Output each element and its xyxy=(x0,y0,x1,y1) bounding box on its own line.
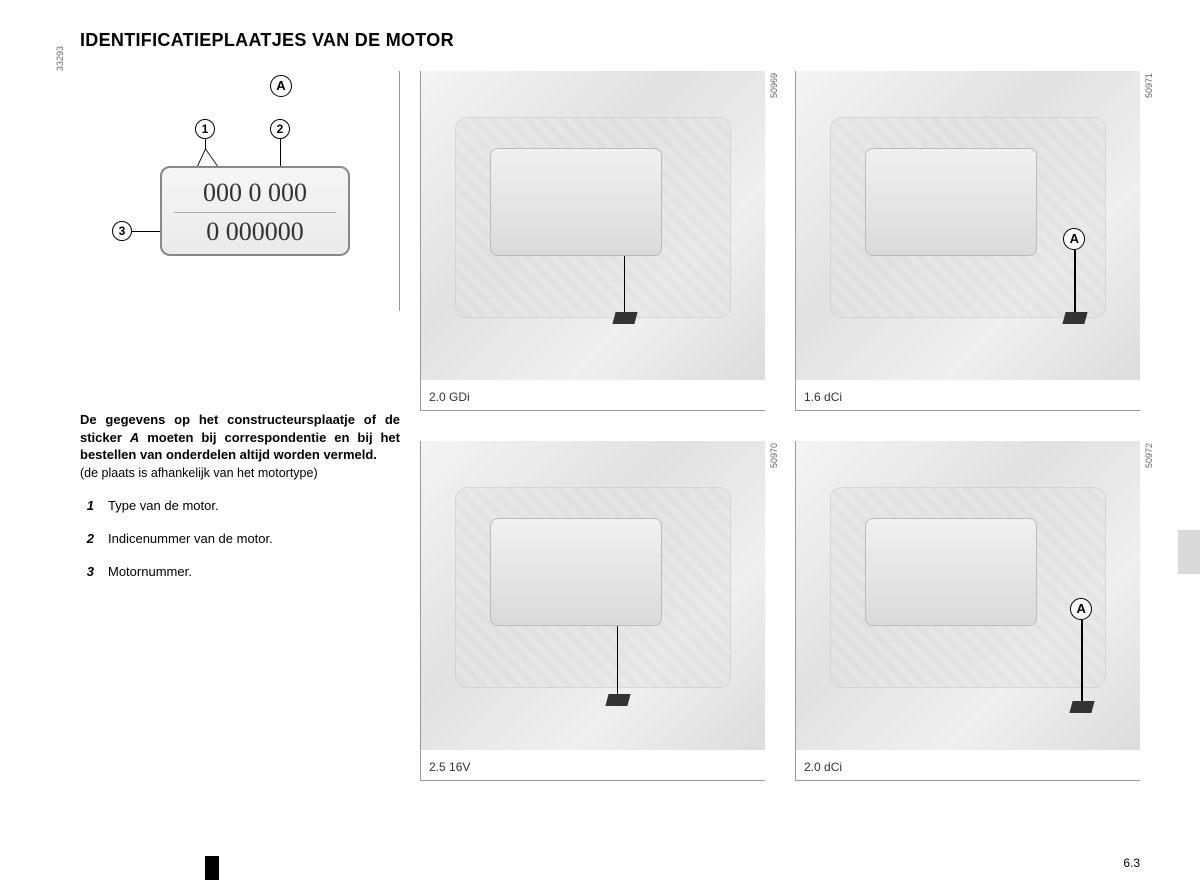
legend-num: 3 xyxy=(80,564,94,579)
engine-drawing: A xyxy=(421,71,765,380)
engine-drawing: A xyxy=(796,441,1140,750)
legend-num: 1 xyxy=(80,498,94,513)
plate-box: 000 0 000 0 000000 xyxy=(160,166,350,256)
legend-item: 2 Indicenummer van de motor. xyxy=(80,531,400,546)
callout-1: 1 xyxy=(195,119,215,139)
plate-diagram: 33293 A 1 2 3 000 0 000 0 000000 xyxy=(80,71,400,311)
engine-caption: 2.5 16V xyxy=(429,760,470,774)
engine-grid: 50969A2.0 GDi50971A1.6 dCi50970A2.5 16V5… xyxy=(420,71,1140,781)
legend-item: 1 Type van de motor. xyxy=(80,498,400,513)
legend-text: Motornummer. xyxy=(108,564,192,579)
footer-mark xyxy=(205,856,219,880)
engine-callout-a: A xyxy=(1070,598,1092,620)
engine-callout-a: A xyxy=(606,598,628,620)
engine-callout-a: A xyxy=(613,228,635,250)
callout-3: 3 xyxy=(112,221,132,241)
engine-callout-a: A xyxy=(1063,228,1085,250)
engine-drawing: A xyxy=(796,71,1140,380)
thumb-tab xyxy=(1178,530,1200,574)
legend-item: 3 Motornummer. xyxy=(80,564,400,579)
engine-drawing: A xyxy=(421,441,765,750)
left-column: 33293 A 1 2 3 000 0 000 0 000000 De gege… xyxy=(80,71,400,781)
marker-leader-line xyxy=(624,250,626,312)
plate-line-2: 0 000000 xyxy=(162,215,348,249)
plate-location-marker xyxy=(1070,701,1095,713)
legend-text: Indicenummer van de motor. xyxy=(108,531,273,546)
content-row: 33293 A 1 2 3 000 0 000 0 000000 De gege… xyxy=(80,71,1140,781)
plate-location-marker xyxy=(612,312,637,324)
page-title: IDENTIFICATIEPLAATJES VAN DE MOTOR xyxy=(80,30,1140,51)
engine-figure: 50970A2.5 16V xyxy=(420,441,765,781)
engine-image-id: 50972 xyxy=(1144,443,1154,468)
marker-leader-line xyxy=(617,620,619,694)
engine-figure: 50972A2.0 dCi xyxy=(795,441,1140,781)
diagram-image-id: 33293 xyxy=(55,46,65,71)
plate-location-marker xyxy=(1063,312,1088,324)
marker-leader-line xyxy=(1074,250,1076,312)
legend-list: 1 Type van de motor. 2 Indicenummer van … xyxy=(80,498,400,579)
page-number: 6.3 xyxy=(1123,856,1140,870)
engine-figure: 50971A1.6 dCi xyxy=(795,71,1140,411)
legend-text: Type van de motor. xyxy=(108,498,219,513)
engine-caption: 2.0 dCi xyxy=(804,760,842,774)
description-note: (de plaats is afhankelijk van het motort… xyxy=(80,466,400,480)
legend-num: 2 xyxy=(80,531,94,546)
plate-line-1: 000 0 000 xyxy=(162,176,348,210)
desc-italic-a: A xyxy=(130,430,139,445)
callout-2: 2 xyxy=(270,119,290,139)
plate-location-marker xyxy=(605,694,630,706)
description-bold: De gegevens op het constructeursplaatje … xyxy=(80,411,400,464)
engine-caption: 2.0 GDi xyxy=(429,390,470,404)
marker-leader-line xyxy=(1081,620,1083,701)
engine-image-id: 50969 xyxy=(769,73,779,98)
engine-figure: 50969A2.0 GDi xyxy=(420,71,765,411)
engine-image-id: 50970 xyxy=(769,443,779,468)
engine-image-id: 50971 xyxy=(1144,73,1154,98)
engine-caption: 1.6 dCi xyxy=(804,390,842,404)
callout-letter-a: A xyxy=(270,75,292,97)
